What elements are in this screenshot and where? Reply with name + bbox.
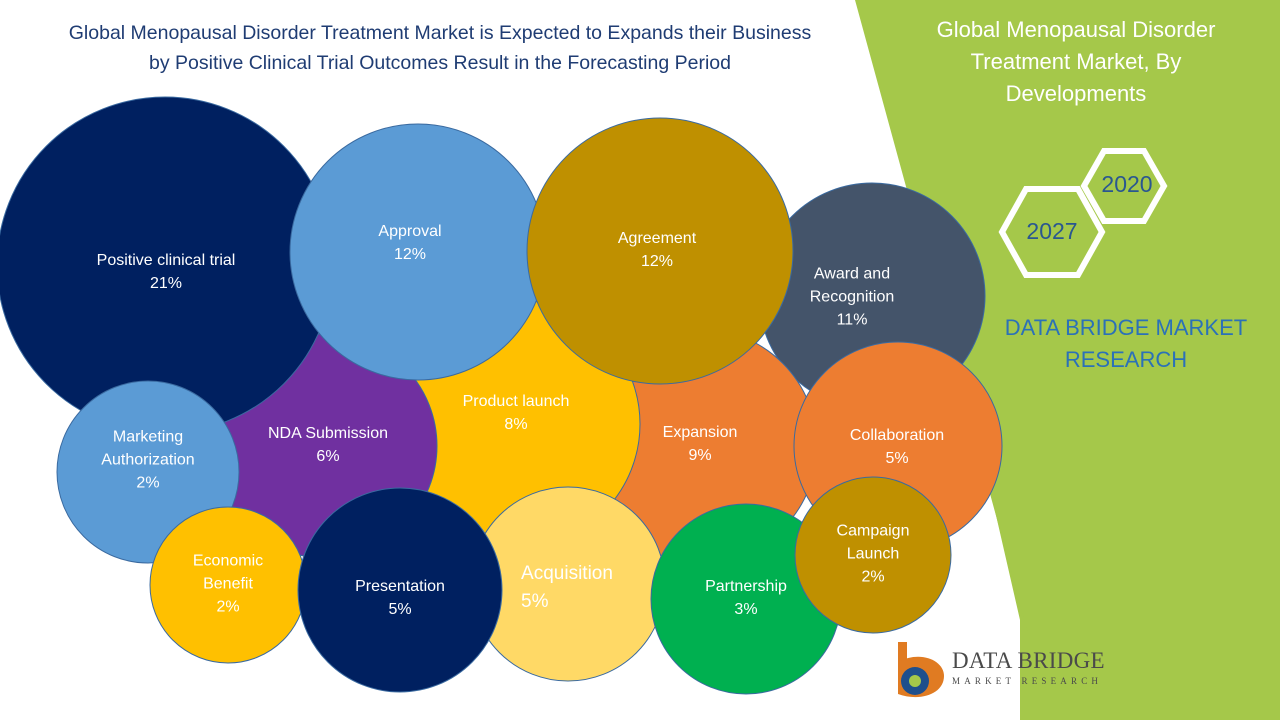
chart-title: Global Menopausal Disorder Treatment Mar… [10,18,870,78]
bubble-value-positive-clinical-trial: 21% [149,275,183,292]
bubble-value-agreement: 12% [640,253,674,270]
side-title-line-1: Global Menopausal Disorder [936,17,1216,42]
bubble-label-collaboration: Collaboration 5% [850,424,944,470]
bubble-presentation [297,487,503,693]
bubble-label-product-launch: Product launch 8% [463,390,570,436]
bubble-label-acquisition: Acquisition 5% [521,560,613,616]
bubble-label-expansion: Expansion 9% [663,421,738,467]
side-panel-title: Global Menopausal Disorder Treatment Mar… [890,14,1262,110]
bubble-chart [0,96,1003,695]
bubble-label-marketing-authorization: Marketing Authorization 2% [101,426,194,495]
hexagon-2027 [998,186,1106,278]
bubble-label-economic-benefit: Economic Benefit 2% [193,550,263,619]
logo-subtext: MARKET RESEARCH [952,676,1103,686]
bubble-label-nda-submission: NDA Submission 6% [268,422,388,468]
bubble-value-nda-submission: 6% [316,448,340,465]
bubble-agreement [526,117,794,385]
bubble-value-presentation: 5% [388,601,412,618]
year-start-label: 2020 [1101,171,1153,197]
bubble-value-award-and-recognition: 11% [836,311,868,329]
bubble-value-marketing-authorization: 2% [136,474,160,492]
chart-title-line-2: by Positive Clinical Trial Outcomes Resu… [149,52,731,74]
hexagon-2020 [1080,148,1168,224]
logo-wordmark: DATA BRIDGE [952,648,1105,673]
bubble-label-agreement: Agreement 12% [618,227,696,273]
side-title-line-3: Developments [1005,81,1147,106]
brand-name: DATA BRIDGE MARKET RESEARCH [956,312,1280,376]
year-end-label: 2027 [1026,218,1078,244]
side-title-line-2: Treatment Market, By [970,49,1182,74]
logo-mark [898,642,944,698]
bubble-value-product-launch: 8% [504,416,528,433]
bubble-value-acquisition: 5% [521,591,549,612]
bubble-label-positive-clinical-trial: Positive clinical trial 21% [97,249,236,295]
bubble-label-award-and-recognition: Award and Recognition 11% [810,263,895,332]
bubble-label-presentation: Presentation 5% [355,575,445,621]
bubble-value-collaboration: 5% [885,450,909,467]
bubble-label-campaign-launch: Campaign Launch 2% [837,520,910,589]
bubble-campaign-launch [794,476,952,634]
bubble-value-approval: 12% [393,246,427,263]
bubble-value-expansion: 9% [688,447,712,464]
bubble-value-campaign-launch: 2% [861,568,885,586]
bubble-value-partnership: 3% [734,601,758,618]
bubble-label-partnership: Partnership 3% [705,575,787,621]
bubble-value-economic-benefit: 2% [216,598,240,616]
side-panel-edge [855,0,1280,720]
bubble-label-approval: Approval 12% [378,220,441,266]
brand-line-1: DATA BRIDGE MARKET [1004,315,1248,340]
brand-line-2: RESEARCH [1064,347,1188,372]
chart-title-line-1: Global Menopausal Disorder Treatment Mar… [68,22,812,44]
